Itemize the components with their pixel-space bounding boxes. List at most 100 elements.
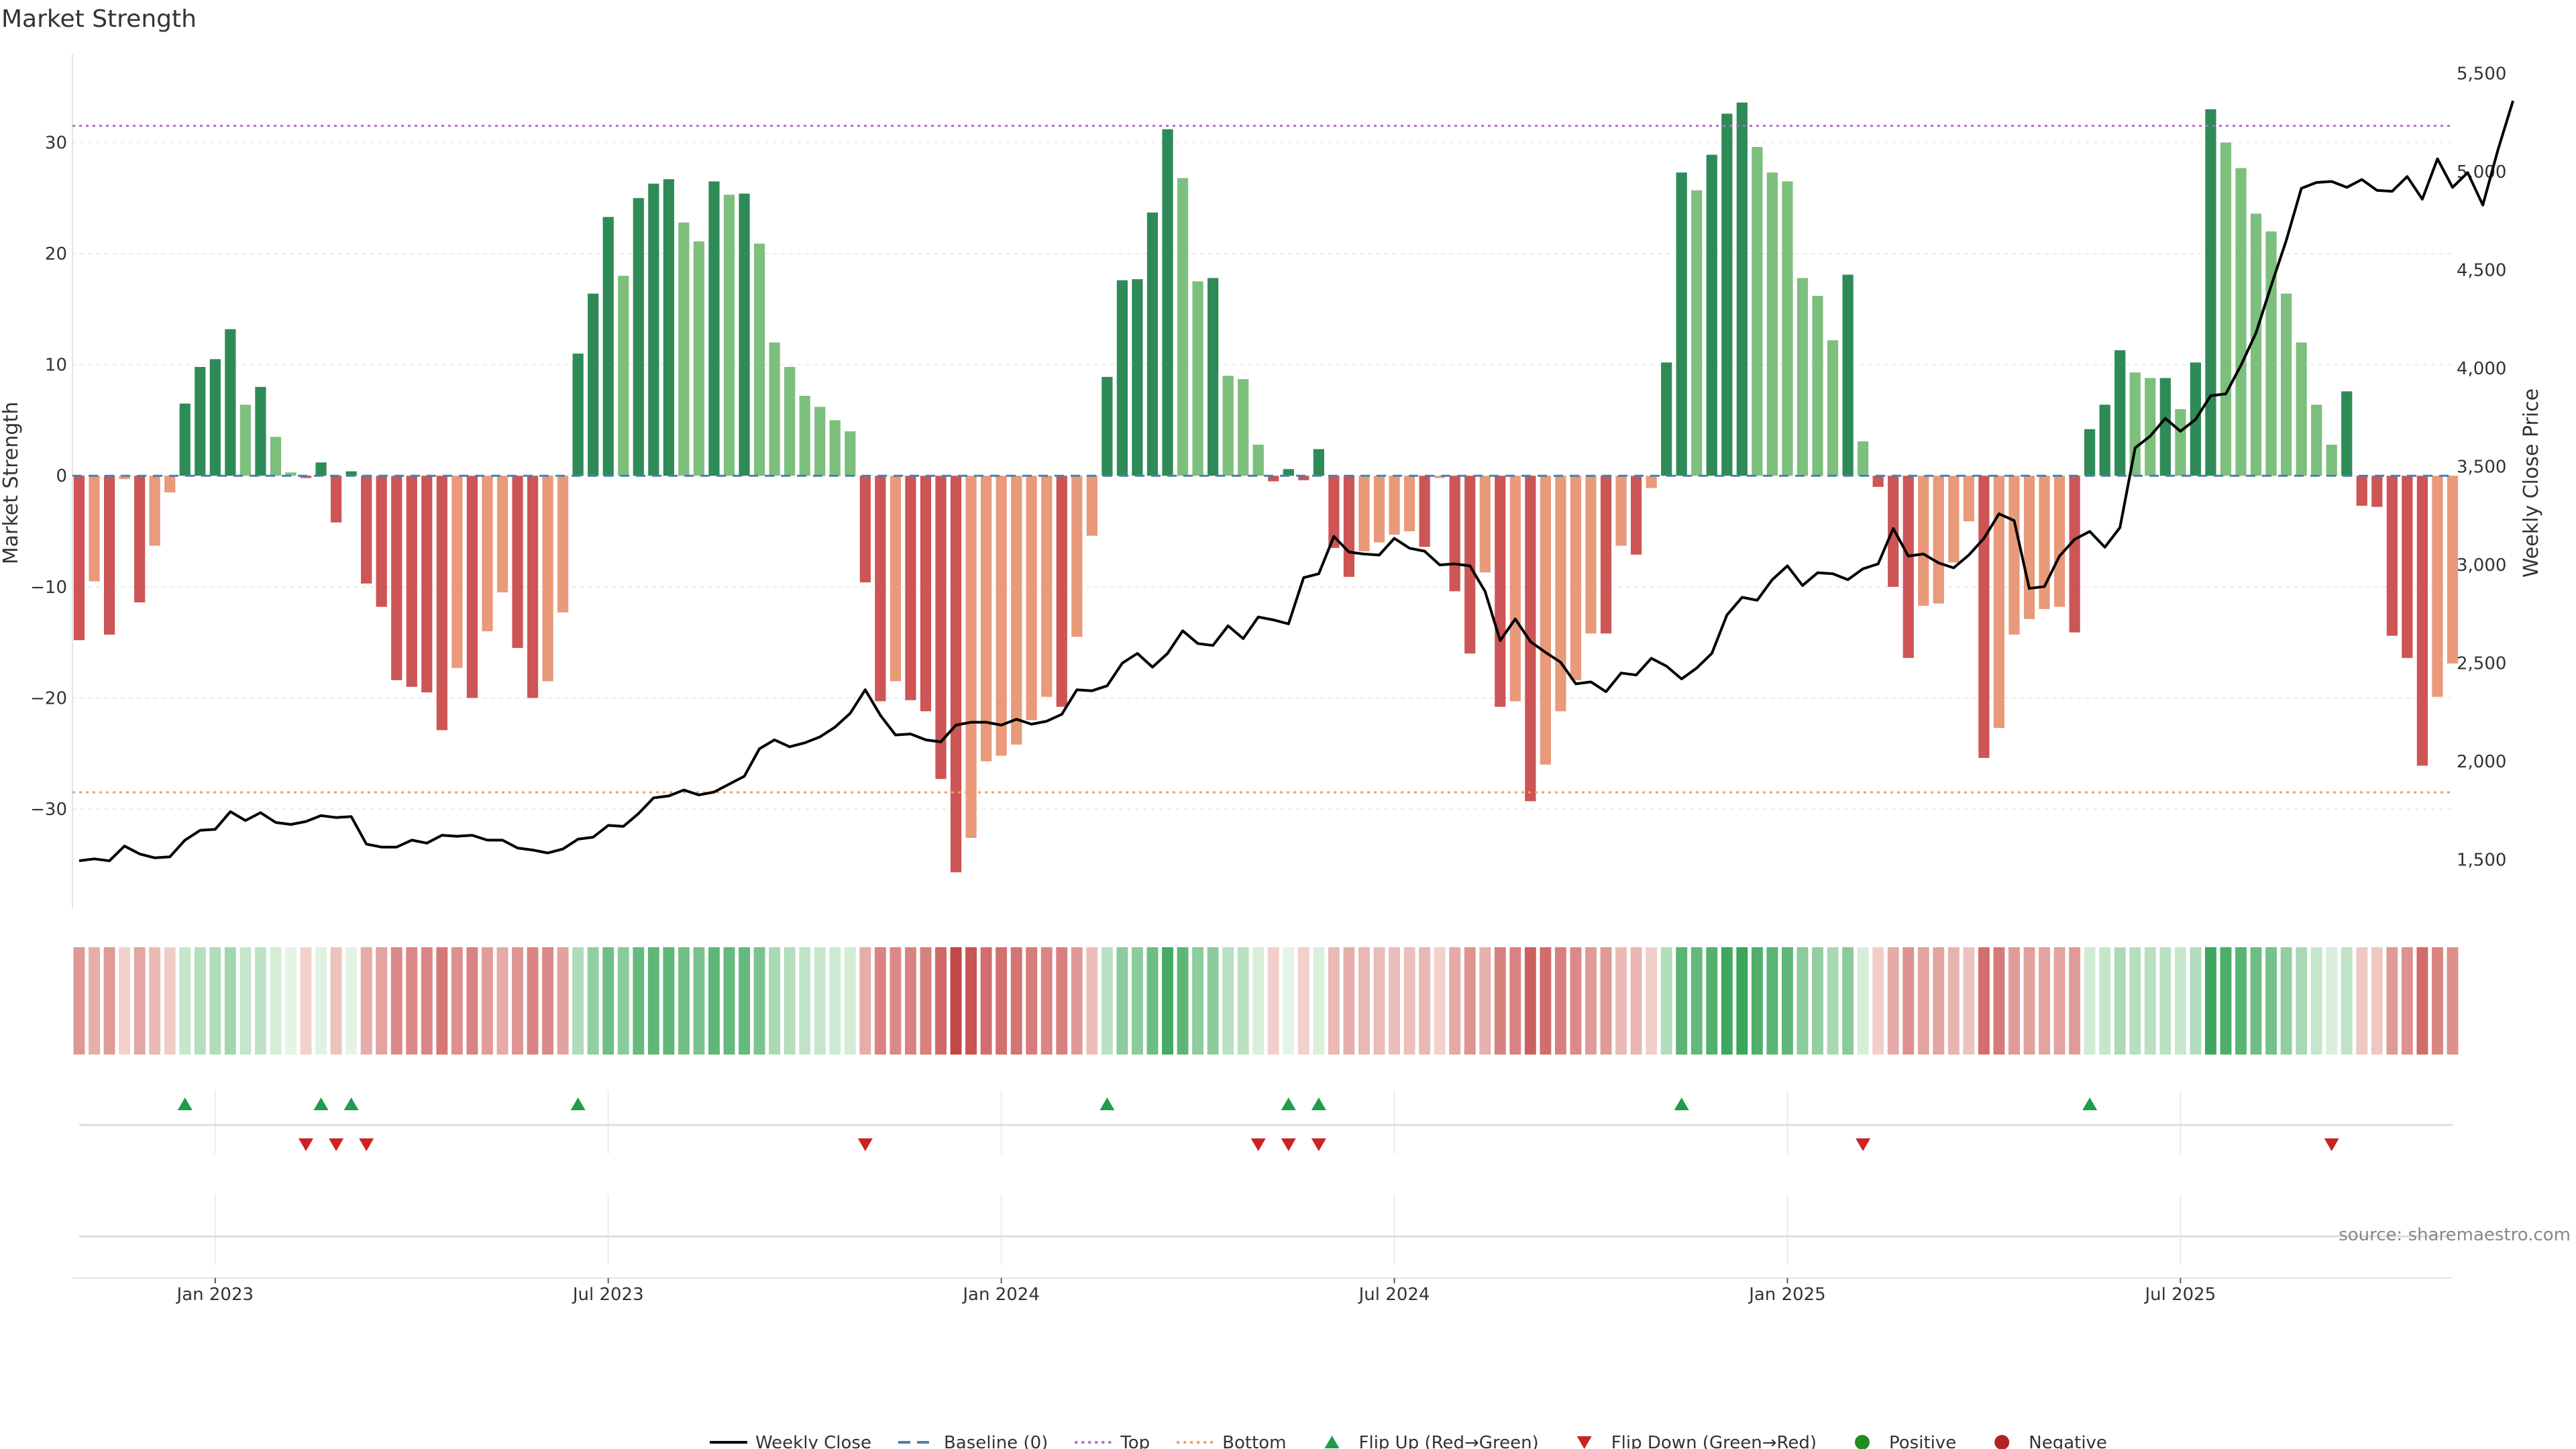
strength-bar: [2250, 213, 2262, 476]
strength-bar: [572, 354, 584, 476]
heat-cell: [1252, 947, 1265, 1055]
heat-cell: [1540, 947, 1552, 1055]
legend-item: Top: [1075, 1433, 1150, 1449]
x-tick-label: Jan 2025: [1748, 1285, 1826, 1305]
strength-bar: [1298, 476, 1309, 480]
strength-bar: [1827, 340, 1839, 476]
heat-cell: [2174, 947, 2186, 1055]
strength-bar: [1918, 476, 1929, 606]
strength-bar: [1162, 129, 1173, 476]
strength-bar: [708, 181, 720, 476]
strength-bar: [1403, 476, 1415, 532]
y-tick-label: 0: [56, 466, 67, 486]
heat-cell: [1146, 947, 1159, 1055]
x-tick-label: Jul 2023: [572, 1285, 644, 1305]
strength-bar: [588, 293, 599, 476]
heat-cell: [2371, 947, 2383, 1055]
strength-bar: [1766, 172, 1778, 476]
heat-cell: [1389, 947, 1400, 1055]
strength-bar: [2356, 476, 2367, 506]
heat-cell: [2265, 947, 2277, 1055]
heat-cell: [2129, 947, 2141, 1055]
strength-bar: [1343, 476, 1355, 577]
strength-bar: [89, 476, 100, 582]
strength-bar: [255, 386, 266, 476]
strength-bar: [300, 476, 312, 478]
heat-cell: [829, 947, 841, 1055]
flip-down-marker: [299, 1138, 314, 1151]
reference-lines: [72, 125, 2453, 794]
strength-bar: [209, 359, 221, 476]
heat-cell: [1237, 947, 1249, 1055]
strength-bar: [1373, 476, 1385, 543]
heat-cell: [73, 947, 85, 1055]
strength-bar: [73, 476, 85, 641]
heat-cell: [451, 947, 463, 1055]
legend-label: Positive: [1889, 1433, 1956, 1449]
y2-tick-label: 4,000: [2457, 359, 2506, 379]
strength-bar: [859, 476, 871, 583]
strength-bar: [2039, 476, 2050, 609]
heat-cell: [1796, 947, 1809, 1055]
strength-bar: [1238, 379, 1249, 476]
legend-item: Flip Up (Red→Green): [1324, 1433, 1539, 1449]
legend-marker-flip-up: [1324, 1436, 1340, 1448]
heat-cell: [224, 947, 236, 1055]
flip-down-marker: [1856, 1138, 1871, 1151]
x-tick-label: Jul 2025: [2143, 1285, 2216, 1305]
strength-bar: [1011, 476, 1022, 745]
heat-cell: [1101, 947, 1113, 1055]
strength-bar: [2220, 142, 2232, 476]
strength-bar: [890, 476, 902, 682]
legend-item: Negative: [1994, 1433, 2107, 1449]
heat-cell: [239, 947, 252, 1055]
x-tick-label: Jan 2023: [176, 1285, 254, 1305]
strength-bar: [119, 476, 130, 480]
strength-bar: [1177, 178, 1189, 476]
strength-bar: [693, 241, 705, 476]
heat-cell: [2084, 947, 2096, 1055]
y2-tick-label: 2,000: [2457, 752, 2506, 772]
heat-cell: [1464, 947, 1476, 1055]
y2-tick-label: 1,500: [2457, 851, 2506, 871]
strength-bar: [466, 476, 478, 698]
heat-cell: [496, 947, 508, 1055]
flip-down-marker: [2324, 1138, 2339, 1151]
heat-cell: [557, 947, 569, 1055]
heat-cell: [164, 947, 176, 1055]
strength-bar: [1389, 476, 1400, 535]
strength-bar: [1812, 295, 1823, 476]
strength-bar: [1872, 476, 1884, 487]
heat-cell: [647, 947, 659, 1055]
strength-bar: [406, 476, 417, 687]
y-tick-label: −10: [30, 578, 67, 598]
flip-up-marker: [313, 1097, 329, 1110]
heat-cell: [617, 947, 629, 1055]
strength-bar: [723, 195, 735, 476]
heat-cell: [1827, 947, 1839, 1055]
x-tick-label: Jul 2024: [1358, 1285, 1430, 1305]
strength-bar: [1902, 476, 1914, 658]
legend-item: Positive: [1855, 1433, 1956, 1449]
y-tick-label: 10: [45, 356, 67, 376]
y2-tick-label: 4,500: [2457, 260, 2506, 280]
legend-label: Negative: [2029, 1433, 2107, 1449]
heat-cell: [2159, 947, 2171, 1055]
strength-bar: [270, 437, 282, 476]
heat-cell: [874, 947, 886, 1055]
strength-bar: [2053, 476, 2065, 607]
strength-bar: [1041, 476, 1053, 697]
strength-bar: [1449, 476, 1460, 592]
strength-bar: [2386, 476, 2398, 636]
heat-cell: [466, 947, 478, 1055]
strength-bar: [648, 183, 659, 476]
strength-bar: [2402, 476, 2413, 658]
heat-cell: [1524, 947, 1536, 1055]
heat-cell: [2447, 947, 2459, 1055]
strength-bar: [2341, 391, 2353, 476]
heat-cell: [1857, 947, 1869, 1055]
heat-cell: [360, 947, 372, 1055]
heat-cell: [693, 947, 705, 1055]
heat-cell: [133, 947, 146, 1055]
strength-bar: [164, 476, 176, 493]
